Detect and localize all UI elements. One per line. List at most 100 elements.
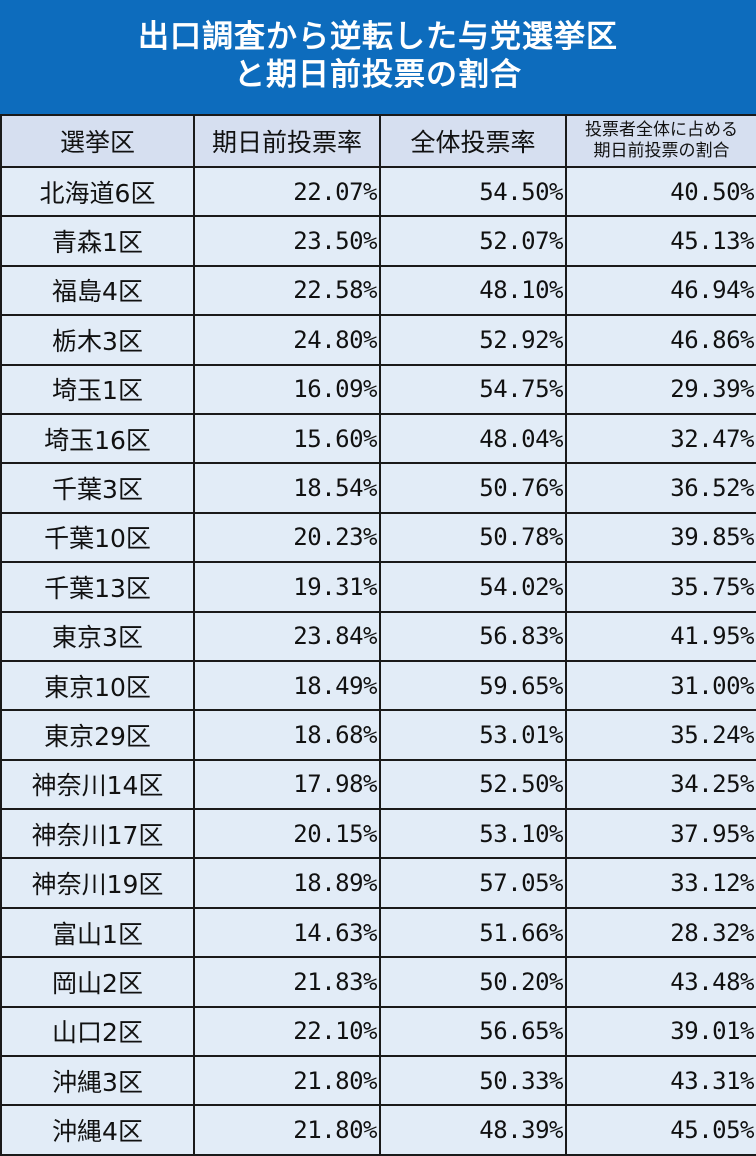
table-row: 千葉3区 18.54% 50.76% 36.52% (0, 462, 756, 514)
header-share-line-2: 期日前投票の割合 (593, 141, 730, 161)
total-rate-cell: 51.66% (379, 906, 567, 959)
total-rate-cell: 56.83% (379, 610, 567, 662)
share-cell: 45.05% (565, 1104, 756, 1156)
header-share-line-1: 投票者全体に占める (585, 120, 738, 140)
share-cell: 46.94% (565, 264, 756, 317)
district-cell: 北海道6区 (0, 165, 195, 218)
title-line-1: 出口調査から逆転した与党選挙区 (138, 19, 618, 55)
total-rate-cell: 53.01% (379, 709, 567, 761)
early-rate-cell: 18.89% (193, 857, 381, 909)
early-rate-cell: 18.68% (193, 709, 381, 761)
total-rate-cell: 57.05% (379, 857, 567, 909)
table-row: 千葉10区 20.23% 50.78% 39.85% (0, 511, 756, 564)
table-row: 東京3区 23.84% 56.83% 41.95% (0, 610, 756, 662)
share-cell: 39.85% (565, 511, 756, 564)
early-rate-cell: 18.49% (193, 659, 381, 712)
total-rate-cell: 48.10% (379, 264, 567, 317)
share-cell: 37.95% (565, 808, 756, 860)
early-rate-cell: 17.98% (193, 758, 381, 811)
table-row: 東京10区 18.49% 59.65% 31.00% (0, 659, 756, 712)
share-cell: 32.47% (565, 412, 756, 465)
early-rate-cell: 20.15% (193, 808, 381, 860)
header-district: 選挙区 (0, 114, 195, 168)
district-cell: 栃木3区 (0, 314, 195, 366)
total-rate-cell: 50.76% (379, 462, 567, 514)
table-row: 神奈川19区 18.89% 57.05% 33.12% (0, 857, 756, 909)
early-rate-cell: 22.58% (193, 264, 381, 317)
total-rate-cell: 50.78% (379, 511, 567, 564)
early-rate-cell: 14.63% (193, 906, 381, 959)
district-cell: 東京10区 (0, 659, 195, 712)
district-cell: 富山1区 (0, 906, 195, 959)
district-cell: 東京29区 (0, 709, 195, 761)
table-row: 富山1区 14.63% 51.66% 28.32% (0, 906, 756, 959)
table-row: 山口2区 22.10% 56.65% 39.01% (0, 1005, 756, 1058)
district-cell: 東京3区 (0, 610, 195, 662)
table-row: 福島4区 22.58% 48.10% 46.94% (0, 264, 756, 317)
table-row: 沖縄4区 21.80% 48.39% 45.05% (0, 1104, 756, 1156)
total-rate-cell: 59.65% (379, 659, 567, 712)
share-cell: 33.12% (565, 857, 756, 909)
header-total-rate: 全体投票率 (379, 114, 567, 168)
total-rate-cell: 50.33% (379, 1055, 567, 1107)
table-row: 北海道6区 22.07% 54.50% 40.50% (0, 165, 756, 218)
table-row: 栃木3区 24.80% 52.92% 46.86% (0, 314, 756, 366)
share-cell: 29.39% (565, 363, 756, 415)
title-banner: 出口調査から逆転した与党選挙区 と期日前投票の割合 (0, 0, 756, 114)
total-rate-cell: 54.02% (379, 561, 567, 613)
district-cell: 神奈川14区 (0, 758, 195, 811)
district-cell: 神奈川17区 (0, 808, 195, 860)
table-row: 東京29区 18.68% 53.01% 35.24% (0, 709, 756, 761)
early-rate-cell: 18.54% (193, 462, 381, 514)
district-cell: 千葉13区 (0, 561, 195, 613)
table-header-row: 選挙区 期日前投票率 全体投票率 投票者全体に占める 期日前投票の割合 (0, 114, 756, 168)
share-cell: 28.32% (565, 906, 756, 959)
table-row: 岡山2区 21.83% 50.20% 43.48% (0, 956, 756, 1008)
total-rate-cell: 56.65% (379, 1005, 567, 1058)
district-cell: 沖縄4区 (0, 1104, 195, 1156)
district-cell: 沖縄3区 (0, 1055, 195, 1107)
total-rate-cell: 52.07% (379, 215, 567, 267)
early-rate-cell: 22.07% (193, 165, 381, 218)
district-cell: 山口2区 (0, 1005, 195, 1058)
early-rate-cell: 19.31% (193, 561, 381, 613)
share-cell: 35.75% (565, 561, 756, 613)
total-rate-cell: 52.92% (379, 314, 567, 366)
total-rate-cell: 48.04% (379, 412, 567, 465)
early-rate-cell: 21.83% (193, 956, 381, 1008)
table-row: 沖縄3区 21.80% 50.33% 43.31% (0, 1055, 756, 1107)
district-cell: 埼玉16区 (0, 412, 195, 465)
early-rate-cell: 22.10% (193, 1005, 381, 1058)
early-rate-cell: 16.09% (193, 363, 381, 415)
data-table: 選挙区 期日前投票率 全体投票率 投票者全体に占める 期日前投票の割合 北海道6… (0, 114, 756, 1156)
table-row: 埼玉1区 16.09% 54.75% 29.39% (0, 363, 756, 415)
early-rate-cell: 15.60% (193, 412, 381, 465)
district-cell: 千葉10区 (0, 511, 195, 564)
total-rate-cell: 50.20% (379, 956, 567, 1008)
table-row: 神奈川17区 20.15% 53.10% 37.95% (0, 808, 756, 860)
share-cell: 40.50% (565, 165, 756, 218)
table-row: 青森1区 23.50% 52.07% 45.13% (0, 215, 756, 267)
header-share: 投票者全体に占める 期日前投票の割合 (565, 114, 756, 168)
early-rate-cell: 23.50% (193, 215, 381, 267)
share-cell: 35.24% (565, 709, 756, 761)
table-row: 埼玉16区 15.60% 48.04% 32.47% (0, 412, 756, 465)
share-cell: 34.25% (565, 758, 756, 811)
district-cell: 青森1区 (0, 215, 195, 267)
table-row: 神奈川14区 17.98% 52.50% 34.25% (0, 758, 756, 811)
district-cell: 千葉3区 (0, 462, 195, 514)
early-rate-cell: 24.80% (193, 314, 381, 366)
total-rate-cell: 54.75% (379, 363, 567, 415)
district-cell: 埼玉1区 (0, 363, 195, 415)
early-rate-cell: 21.80% (193, 1055, 381, 1107)
share-cell: 36.52% (565, 462, 756, 514)
total-rate-cell: 48.39% (379, 1104, 567, 1156)
district-cell: 神奈川19区 (0, 857, 195, 909)
share-cell: 31.00% (565, 659, 756, 712)
title-line-2: と期日前投票の割合 (234, 57, 522, 93)
share-cell: 43.31% (565, 1055, 756, 1107)
early-rate-cell: 20.23% (193, 511, 381, 564)
total-rate-cell: 52.50% (379, 758, 567, 811)
share-cell: 46.86% (565, 314, 756, 366)
